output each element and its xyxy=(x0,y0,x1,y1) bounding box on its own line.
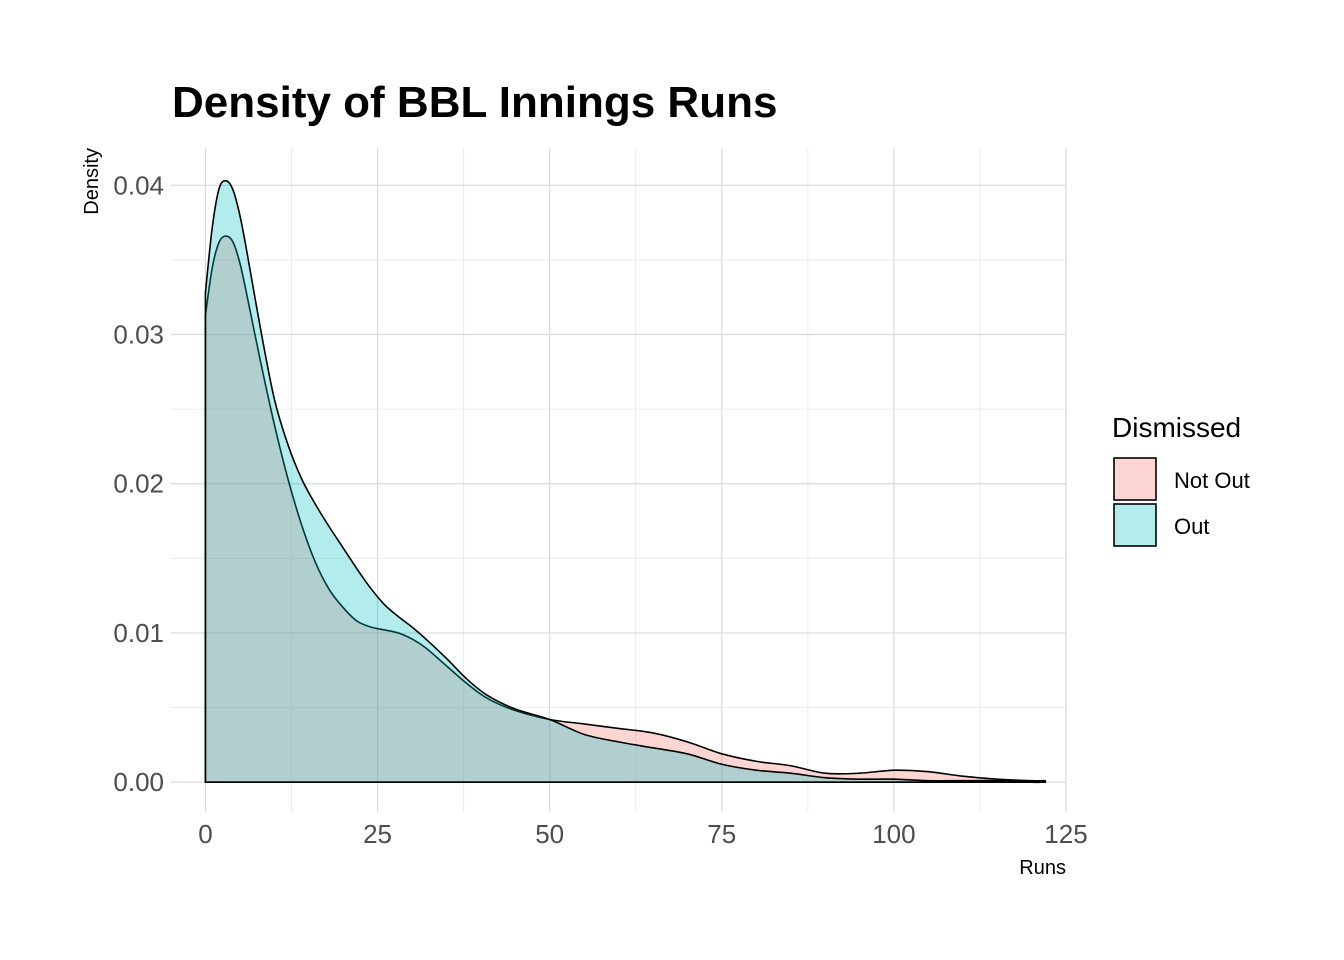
x-tick-label: 0 xyxy=(198,819,212,849)
legend-label-not-out: Not Out xyxy=(1174,468,1250,493)
grid xyxy=(171,148,1067,812)
y-tick-label: 0.04 xyxy=(113,170,164,200)
x-tick-label: 100 xyxy=(872,819,915,849)
y-tick-label: 0.02 xyxy=(113,469,164,499)
y-tick-label: 0.01 xyxy=(113,618,164,648)
legend-key-not-out xyxy=(1113,457,1157,501)
x-axis-title: Runs xyxy=(1019,857,1066,879)
x-tick-label: 25 xyxy=(363,819,392,849)
x-tick-label: 50 xyxy=(535,819,564,849)
x-axis-ticks: 0 25 50 75 100 125 xyxy=(198,819,1088,849)
y-tick-label: 0.00 xyxy=(113,767,164,797)
legend-label-out: Out xyxy=(1174,514,1209,539)
density-area-not-out xyxy=(204,235,1047,783)
legend: Dismissed Not Out Out xyxy=(1112,412,1250,547)
legend-items: Not Out Out xyxy=(1113,457,1250,547)
legend-key-out xyxy=(1113,503,1157,547)
density-areas xyxy=(204,179,1047,784)
x-tick-label: 75 xyxy=(707,819,736,849)
y-axis-title: Density xyxy=(81,148,103,215)
y-axis-ticks: 0.00 0.01 0.02 0.03 0.04 xyxy=(113,170,164,797)
y-tick-label: 0.03 xyxy=(113,320,164,350)
x-tick-label: 125 xyxy=(1044,819,1087,849)
density-area-out xyxy=(204,179,1047,784)
chart-title: Density of BBL Innings Runs xyxy=(172,78,777,127)
legend-title: Dismissed xyxy=(1112,412,1241,443)
